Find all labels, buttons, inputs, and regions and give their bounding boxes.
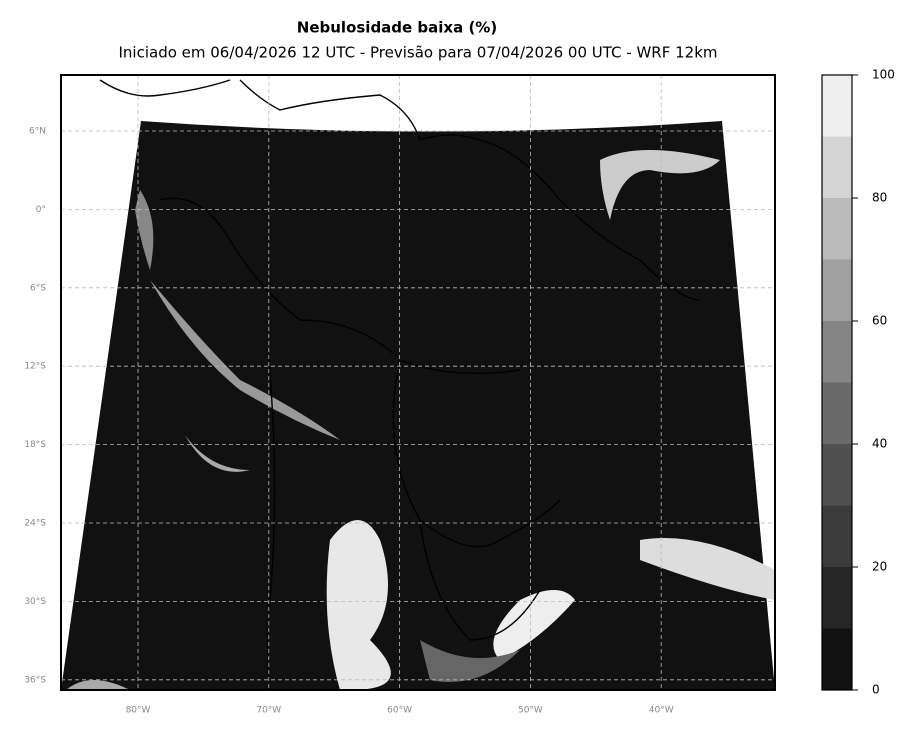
lat-label: 6°S: [30, 283, 46, 293]
colorbar-tick-label: 20: [872, 560, 887, 574]
colorbar-band: [822, 75, 852, 137]
colorbar-band: [822, 136, 852, 198]
title: Nebulosidade baixa (%): [297, 19, 497, 37]
colorbar-band: [822, 259, 852, 321]
lat-label: 24°S: [24, 519, 46, 529]
map-frame: [60, 74, 776, 691]
colorbar-tick-label: 40: [872, 437, 887, 451]
colorbar-band: [822, 321, 852, 383]
lon-label: 70°W: [256, 706, 281, 716]
colorbar-frame: [821, 74, 853, 691]
lat-label: 6°N: [29, 127, 46, 137]
colorbar: 0 20 40 60 80 100: [821, 68, 895, 697]
subtitle: Iniciado em 06/04/2026 12 UTC - Previsão…: [118, 44, 717, 62]
colorbar-band: [822, 382, 852, 444]
lon-label: 60°W: [387, 706, 412, 716]
lat-label: 36°S: [24, 675, 46, 685]
map-area: SEMAD/CIMEHGO: [60, 74, 776, 691]
colorbar-tick-label: 80: [872, 191, 887, 205]
colorbar-tick-label: 0: [872, 683, 880, 697]
credit: SEMAD/CIMEHGO: [68, 664, 184, 678]
colorbar-band: [822, 444, 852, 506]
lat-label: 30°S: [24, 597, 46, 607]
lat-label: 0°: [36, 205, 46, 215]
lat-label: 12°S: [24, 362, 46, 372]
colorbar-band: [822, 505, 852, 567]
lon-label: 80°W: [126, 706, 151, 716]
model-domain: [61, 121, 775, 690]
graticule: [61, 75, 775, 690]
colorbar-tick-label: 60: [872, 314, 887, 328]
borders: [99, 79, 701, 691]
colorbar-band: [822, 628, 852, 690]
lat-label: 18°S: [24, 440, 46, 450]
colorbar-tick-label: 100: [872, 68, 895, 82]
cloud-areas: [66, 150, 775, 690]
lon-label: 40°W: [649, 706, 674, 716]
lon-label: 50°W: [518, 706, 543, 716]
colorbar-band: [822, 567, 852, 629]
colorbar-band: [822, 198, 852, 260]
